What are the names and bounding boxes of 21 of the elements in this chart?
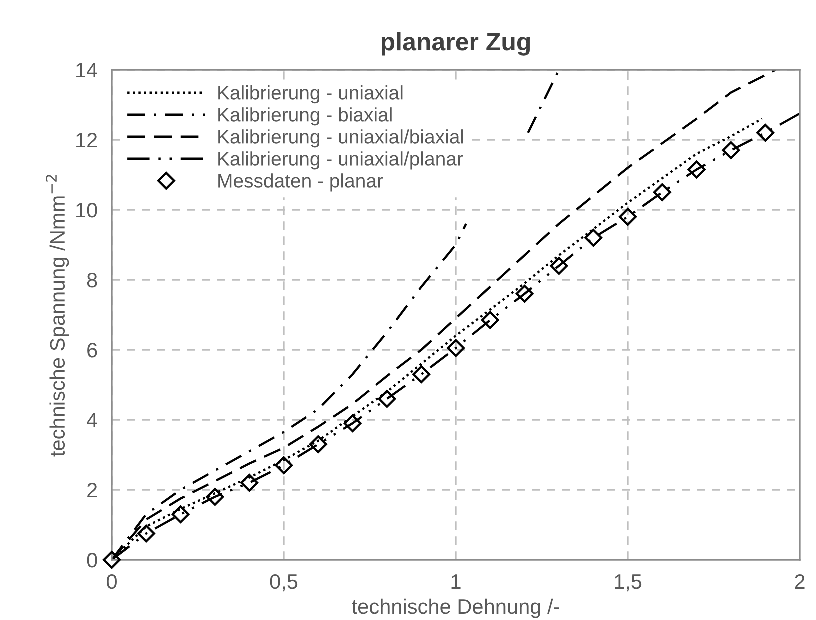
x-axis-title: technische Dehnung /- — [352, 598, 560, 618]
legend-label: Kalibrierung - uniaxial/planar — [218, 152, 464, 170]
x-tick-label: 0,5 — [270, 574, 298, 592]
x-tick-label: 0 — [107, 574, 117, 590]
x-tick-label: 1 — [452, 574, 461, 589]
y-axis-title: technische Spannung /Nmm$^{−2}$ — [46, 175, 70, 457]
legend-label: Kalibrierung - biaxial — [218, 108, 392, 126]
y-tick-label: 6 — [88, 343, 98, 358]
y-tick-label: 0 — [87, 553, 98, 568]
y-tick-label: 4 — [87, 413, 98, 428]
legend-label: Messdaten - planar — [218, 174, 384, 192]
y-tick-label: 14 — [76, 63, 98, 78]
chart-title: planarer Zug — [382, 32, 530, 56]
y-tick-label: 8 — [87, 273, 98, 288]
x-tick-label: 2 — [795, 574, 805, 589]
legend-label: Kalibrierung - uniaxial — [218, 86, 403, 104]
y-tick-label: 10 — [76, 203, 98, 218]
y-tick-label: 12 — [76, 133, 98, 148]
legend-label: Kalibrierung - uniaxial/biaxial — [218, 130, 464, 148]
y-tick-label: 2 — [88, 483, 98, 498]
x-tick-label: 1,5 — [615, 574, 642, 592]
